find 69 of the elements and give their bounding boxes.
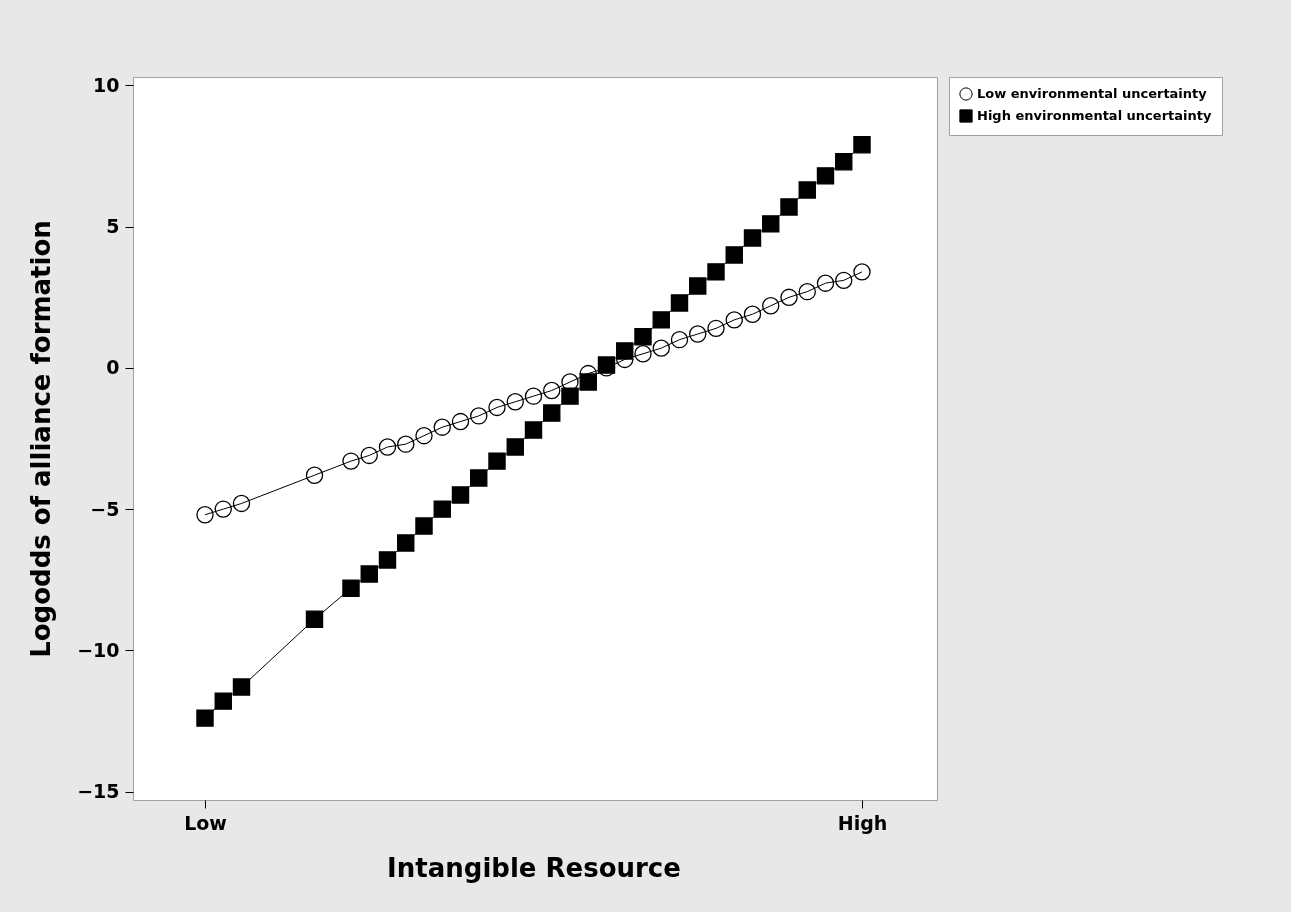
x-tick-label: High [837,811,888,834]
point [707,263,725,281]
point [853,263,871,281]
point [397,534,415,552]
point [652,311,670,329]
point [397,435,415,453]
point [543,404,561,422]
point [342,579,360,597]
point [506,438,524,456]
y-axis-title: Logodds of alliance formation [26,220,57,658]
y-tick-label: 10 [93,73,120,96]
point [488,398,506,417]
point [196,506,214,524]
point [670,294,689,312]
point [780,198,798,216]
point [835,271,853,290]
point [378,551,397,569]
point [652,339,670,357]
point [415,517,433,535]
point [543,381,561,400]
point [360,565,378,583]
point [488,452,506,470]
legend-label: Low environmental uncertainty [977,86,1208,101]
y-tick-label: 5 [106,215,120,238]
point [853,136,871,154]
point [780,288,798,306]
point [524,387,543,405]
point [470,469,488,487]
point [232,678,251,696]
point [689,325,707,343]
point [214,692,232,710]
point [816,167,835,185]
point [762,215,780,233]
point [725,246,743,264]
x-axis-title: Intangible Resource [387,852,681,883]
x-tick-label: Low [184,811,227,834]
y-tick-label: −5 [90,497,120,520]
point [743,229,762,247]
point [214,500,232,518]
point [451,412,470,431]
point [433,418,451,436]
point [506,393,524,411]
y-tick-label: −10 [77,638,120,661]
point [634,328,652,346]
point [561,387,579,405]
point [378,438,397,456]
y-tick-label: 0 [106,356,120,379]
legend-label: High environmental uncertainty [977,108,1212,123]
point [725,311,743,329]
point [415,426,433,445]
point [798,181,816,199]
point [634,345,652,363]
point [762,297,780,315]
point [689,277,707,295]
y-tick-label: −15 [77,780,120,803]
point [798,282,816,301]
point [360,446,378,465]
point [524,421,543,439]
point [707,319,725,338]
point [305,466,324,484]
point [670,330,689,349]
point [816,274,835,292]
point [196,709,214,727]
point [451,486,470,504]
point [470,407,488,425]
point [342,452,360,470]
point [232,494,251,513]
point [743,305,762,323]
point [433,500,451,518]
